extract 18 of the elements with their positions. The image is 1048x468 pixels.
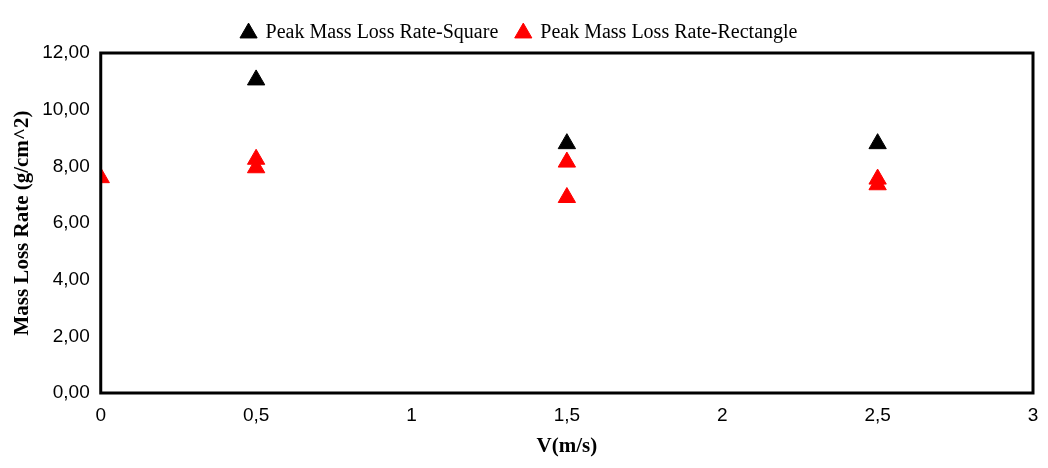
- legend-label: Peak Mass Loss Rate-Square: [265, 20, 499, 44]
- x-tick-label: 2,5: [864, 403, 891, 425]
- y-tick-label: 4,00: [52, 267, 90, 289]
- y-tick-label: 2,00: [52, 324, 90, 346]
- legend-label: Peak Mass Loss Rate-Rectangle: [540, 20, 798, 44]
- y-axis-title: Mass Loss Rate (g/cm^2): [9, 110, 34, 336]
- x-tick-label: 0: [95, 403, 107, 425]
- x-axis-title: V(m/s): [536, 432, 598, 457]
- x-tick-label: 1,5: [553, 403, 581, 425]
- x-tick-label: 2: [716, 403, 728, 425]
- x-tick-label: 0,5: [242, 403, 270, 425]
- y-tick-label: 8,00: [52, 154, 90, 176]
- y-tick-label: 0,00: [52, 381, 90, 403]
- x-tick-label: 3: [1027, 403, 1039, 425]
- y-tick-label: 12,00: [42, 41, 90, 63]
- y-tick-label: 6,00: [52, 211, 90, 233]
- x-tick-label: 1: [406, 403, 417, 425]
- y-tick-label: 10,00: [42, 97, 90, 119]
